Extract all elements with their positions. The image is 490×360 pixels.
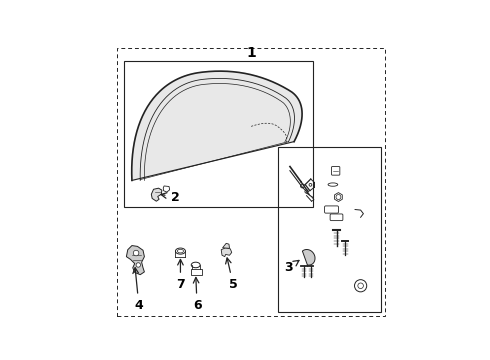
Ellipse shape xyxy=(328,183,338,186)
FancyBboxPatch shape xyxy=(330,214,343,221)
Text: 1: 1 xyxy=(246,46,256,60)
Text: 6: 6 xyxy=(193,278,201,312)
Text: 7: 7 xyxy=(176,260,185,291)
Polygon shape xyxy=(163,186,170,192)
Polygon shape xyxy=(221,248,232,257)
FancyBboxPatch shape xyxy=(332,167,340,175)
Bar xyxy=(123,61,314,207)
Circle shape xyxy=(133,250,139,256)
Text: 3: 3 xyxy=(284,260,299,274)
FancyBboxPatch shape xyxy=(324,206,339,213)
Polygon shape xyxy=(302,249,315,265)
Ellipse shape xyxy=(175,248,185,254)
Polygon shape xyxy=(126,246,145,275)
Bar xyxy=(278,147,381,312)
Circle shape xyxy=(336,195,341,199)
Circle shape xyxy=(136,263,141,267)
Polygon shape xyxy=(132,71,302,180)
Polygon shape xyxy=(222,243,229,248)
Polygon shape xyxy=(151,188,162,201)
Text: 2: 2 xyxy=(161,190,179,203)
Ellipse shape xyxy=(177,249,183,253)
Circle shape xyxy=(355,280,367,292)
Bar xyxy=(191,269,202,275)
Circle shape xyxy=(358,283,364,288)
Polygon shape xyxy=(335,193,343,202)
Text: 4: 4 xyxy=(133,268,143,312)
Ellipse shape xyxy=(191,262,200,268)
Text: 5: 5 xyxy=(225,258,238,291)
